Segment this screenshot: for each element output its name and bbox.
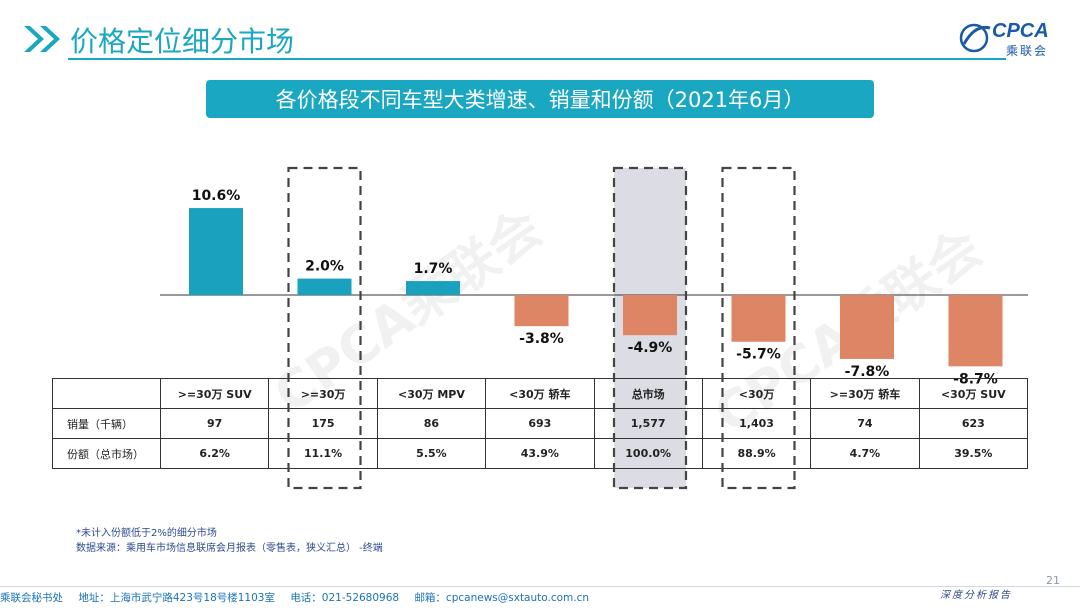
footer-office: 乘联会秘书处 [0,592,63,604]
cpca-logo-icon [959,23,991,53]
table-row-label: 份额（总市场） [52,438,161,469]
footer-divider [0,586,1080,587]
table-cell: 11.1% [268,438,378,469]
table-cell: 88.9% [701,438,812,469]
table-header-cell: <30万 轿车 [485,378,595,409]
logo-cn-text: 乘联会 [1006,44,1049,58]
bar [406,281,460,295]
footer: 乘联会秘书处 地址：上海市武宁路423号18号楼1103室 电话：021-526… [0,590,601,605]
table-row: 份额（总市场） 6.2% 11.1% 5.5% 43.9% 100.0% 88.… [52,438,1029,469]
table-cell: 1,403 [701,408,812,439]
table-header-cell: >=30万 [268,378,378,409]
table-corner-cell [52,378,161,409]
note-line: 数据来源：乘用车市场信息联席会月报表（零售表，狭义汇总） -终端 [76,543,383,554]
data-label: -4.9% [628,340,673,356]
data-table: >=30万 SUV >=30万 <30万 MPV <30万 轿车 总市场 <30… [52,378,1029,469]
bar [189,208,243,295]
bar [297,278,352,295]
footer-email: 邮箱：cpcanews@sxtauto.com.cn [414,592,590,604]
table-header-cell: >=30万 轿车 [810,378,920,409]
table-header-cell: <30万 [701,378,812,409]
table-header-cell: <30万 MPV [376,378,487,409]
note-line: *未计入份额低于2%的细分市场 [76,528,217,539]
header-divider [68,58,1006,60]
table-cell: 1,577 [593,408,703,439]
table-cell: 693 [485,408,595,439]
table-header-cell: <30万 SUV [918,378,1029,409]
footer-address: 地址：上海市武宁路423号18号楼1103室 [78,592,275,604]
table-header-cell: 总市场 [593,378,703,409]
table-cell: 86 [376,408,487,439]
data-label: -7.8% [845,364,890,380]
bar [948,295,1003,367]
table-cell: 5.5% [376,438,487,469]
data-label: 10.6% [192,188,241,204]
table-cell: 4.7% [810,438,920,469]
table-cell: 175 [268,408,378,439]
data-label: 2.0% [305,259,344,275]
table-cell: 43.9% [485,438,595,469]
chart-notes: *未计入份额低于2%的细分市场 数据来源：乘用车市场信息联席会月报表（零售表，狭… [76,526,383,556]
data-label: 1.7% [414,261,453,277]
bar [731,295,786,342]
cpca-logo: CPCA 乘联会 [958,18,1058,60]
table-cell: 39.5% [918,438,1029,469]
data-label: -5.7% [736,347,781,363]
page-title: 价格定位细分市场 [70,25,295,58]
footer-phone: 电话：021-52680968 [290,592,400,604]
bar [840,295,894,359]
table-row: 销量（千辆） 97 175 86 693 1,577 1,403 74 623 [52,408,1029,439]
logo-text: CPCA [992,20,1049,42]
table-row-label: 销量（千辆） [52,408,161,439]
table-cell: 623 [918,408,1029,439]
table-cell: 74 [810,408,920,439]
table-cell: 97 [159,408,270,439]
chevron-double-icon [24,26,60,52]
table-cell: 6.2% [159,438,270,469]
bar [623,295,677,336]
table-cell: 100.0% [593,438,703,469]
page-number: 21 [1046,574,1060,587]
chart-banner-title: 各价格段不同车型大类增速、销量和份额（2021年6月） [206,80,874,118]
bar [514,295,569,327]
footer-tagline: 深度分析报告 [940,590,1012,601]
data-label: -3.8% [519,331,564,347]
table-header-cell: >=30万 SUV [159,378,270,409]
table-header-row: >=30万 SUV >=30万 <30万 MPV <30万 轿车 总市场 <30… [52,378,1029,409]
